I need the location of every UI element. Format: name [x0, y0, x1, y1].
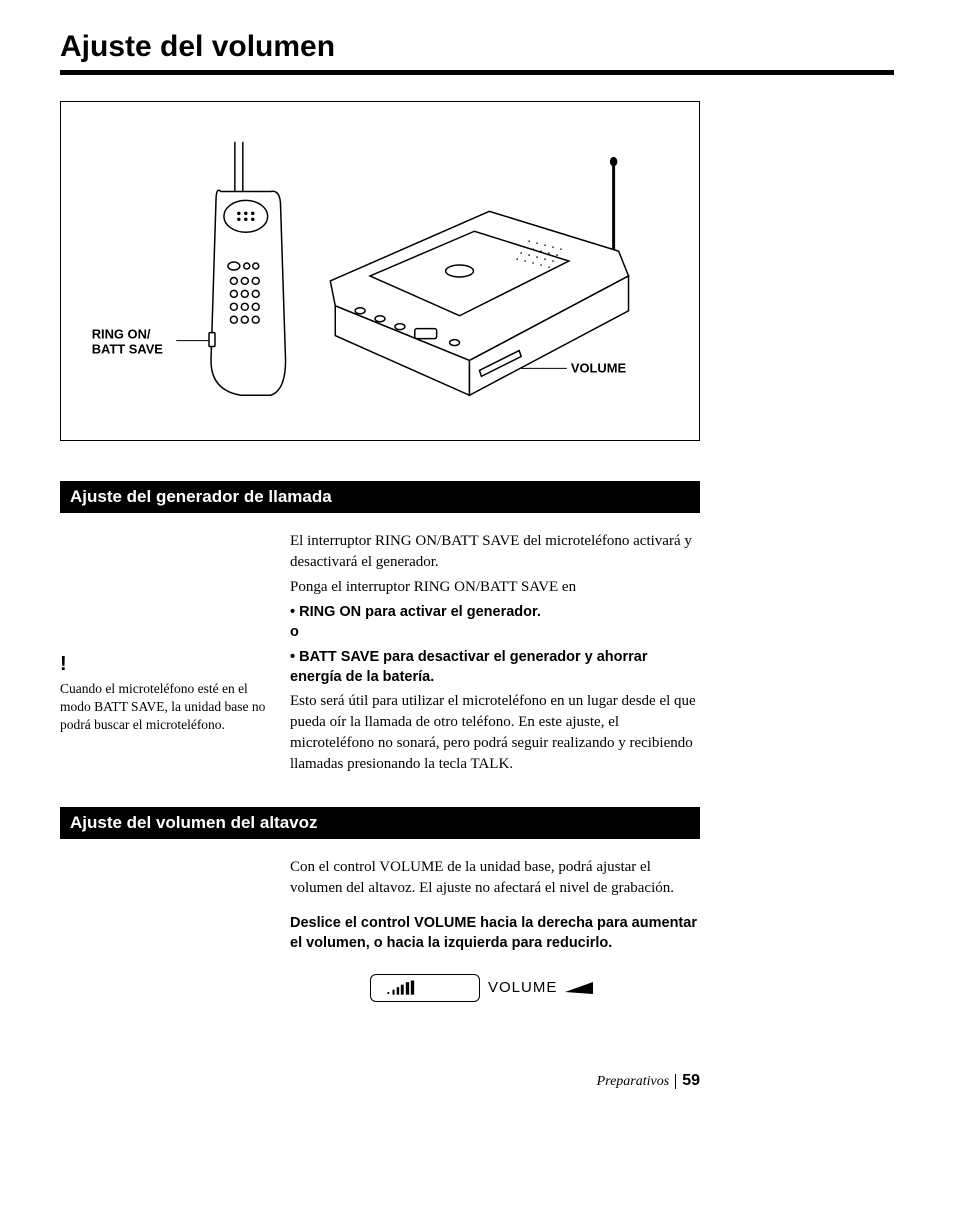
batt-save-label: BATT SAVE: [92, 342, 164, 357]
section1-or: o: [290, 622, 700, 642]
sidebar-note-text: Cuando el microteléfono esté en el modo …: [60, 680, 270, 735]
section1-p3: Esto será útil para utilizar el microtel…: [290, 691, 700, 775]
section-heading-1: Ajuste del generador de llamada: [60, 481, 700, 513]
section2-p1: Con el control VOLUME de la unidad base,…: [290, 857, 700, 899]
ring-on-label: RING ON/: [92, 327, 151, 342]
phone-diagram-svg: RING ON/ BATT SAVE: [61, 102, 699, 440]
volume-slider-label: VOLUME: [488, 977, 557, 998]
volume-figure-label: VOLUME: [571, 360, 627, 375]
section1-bullet2: BATT SAVE para desactivar el generador y…: [290, 647, 700, 688]
footer-page-number: 59: [676, 1072, 700, 1089]
section1-body: ! Cuando el microteléfono esté en el mod…: [60, 531, 700, 779]
footer-section-name: Preparativos: [597, 1074, 677, 1089]
section2-body: Con el control VOLUME de la unidad base,…: [60, 857, 700, 1002]
sidebar-note: ! Cuando el microteléfono esté en el mod…: [60, 531, 270, 779]
page-title: Ajuste del volumen: [60, 30, 894, 64]
section1-p1: El interruptor RING ON/BATT SAVE del mic…: [290, 531, 700, 573]
page-footer: Preparativos59: [60, 1072, 700, 1090]
section1-p2: Ponga el interruptor RING ON/BATT SAVE e…: [290, 577, 700, 598]
title-rule: [60, 70, 894, 75]
section-heading-2: Ajuste del volumen del altavoz: [60, 807, 700, 839]
section1-main: El interruptor RING ON/BATT SAVE del mic…: [290, 531, 700, 779]
volume-wedge-icon: [565, 980, 595, 996]
section1-bullet1: RING ON para activar el generador.: [290, 602, 700, 622]
warning-icon: !: [60, 651, 270, 678]
volume-slider-diagram: VOLUME: [370, 974, 700, 1002]
volume-slider-icon: [370, 974, 480, 1002]
product-figure: RING ON/ BATT SAVE: [60, 101, 700, 441]
section2-p2: Deslice el control VOLUME hacia la derec…: [290, 913, 700, 954]
